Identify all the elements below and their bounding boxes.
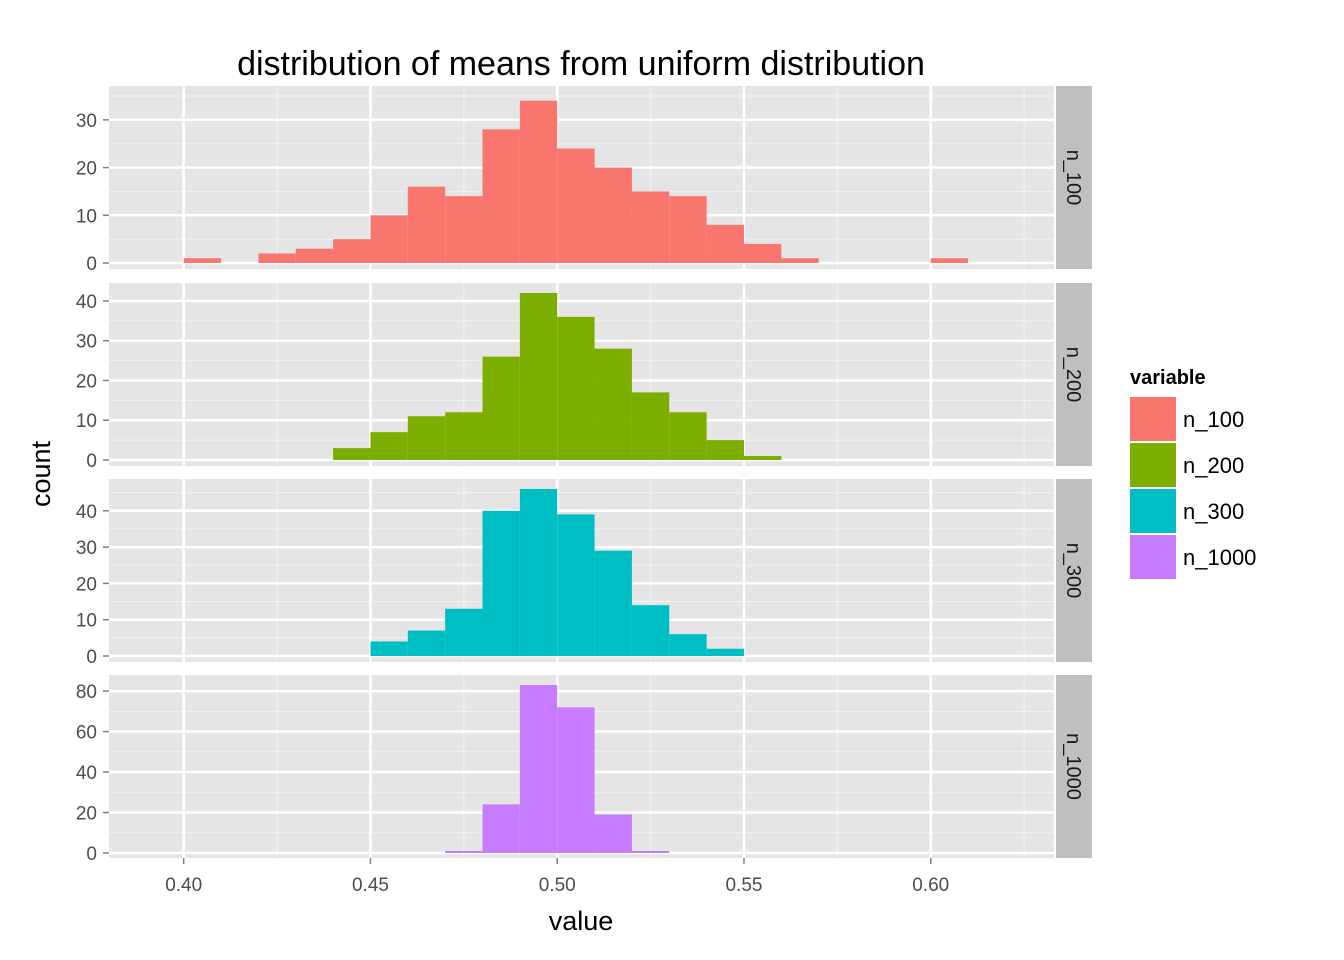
x-axis-title: value (549, 906, 614, 936)
facet-strip-label: n_300 (1062, 543, 1084, 599)
histogram-bar (706, 648, 744, 656)
panel-n_100: 0 10 20 30 n_100 (76, 86, 1092, 275)
legend-key-n_1000 (1130, 535, 1176, 579)
y-tick-label: 0 (86, 254, 97, 275)
histogram-bar (706, 224, 744, 263)
y-tick-label: 20 (76, 804, 97, 825)
y-tick-label: 40 (76, 292, 97, 313)
histogram-bar (258, 253, 296, 263)
histogram-bar (482, 510, 520, 656)
histogram-bar (594, 348, 632, 460)
histogram-bar (706, 440, 744, 460)
histogram-bar (557, 707, 595, 853)
y-tick-label: 60 (76, 723, 97, 744)
histogram-bar (407, 186, 446, 263)
y-tick-label: 30 (76, 538, 97, 559)
histogram-bar (781, 258, 819, 263)
histogram-bar (519, 100, 558, 264)
histogram-bar (594, 550, 632, 656)
histogram-bar (482, 356, 520, 460)
facet-strip (1056, 479, 1092, 662)
y-tick-label: 10 (76, 206, 97, 227)
histogram-bar (631, 605, 670, 656)
histogram-bar (594, 167, 632, 263)
facet-strip-label: n_200 (1062, 347, 1084, 403)
facet-strip-label: n_100 (1062, 150, 1084, 206)
histogram-bar (557, 316, 595, 460)
histogram-bar (519, 685, 558, 853)
histogram-bar (407, 630, 446, 656)
histogram-bar (557, 148, 595, 263)
histogram-bar (445, 196, 483, 263)
facet-strip-label: n_1000 (1062, 733, 1084, 800)
histogram-bar (295, 248, 334, 263)
y-tick-label: 20 (76, 574, 97, 595)
legend-title: variable (1130, 367, 1206, 389)
y-tick-label: 40 (76, 502, 97, 523)
histogram-bar (557, 514, 595, 656)
histogram-bar (631, 191, 670, 263)
legend-key-n_100 (1130, 397, 1176, 441)
y-tick-label: 30 (76, 332, 97, 353)
y-tick-label: 20 (76, 371, 97, 392)
histogram-bar (519, 489, 558, 656)
y-tick-label: 10 (76, 411, 97, 432)
legend: variable n_100 n_200 n_300 n_1000 (1130, 367, 1256, 579)
y-tick-label: 10 (76, 611, 97, 632)
histogram-bar (669, 634, 707, 656)
histogram-bar (631, 392, 670, 460)
histogram-bar (519, 293, 558, 460)
legend-label: n_300 (1183, 499, 1244, 524)
x-tick-label: 0.55 (725, 875, 762, 896)
y-tick-label: 0 (86, 451, 97, 472)
y-axis-title: count (26, 440, 56, 507)
x-tick-label: 0.40 (165, 875, 202, 896)
x-axis: 0.40 0.45 0.50 0.55 0.60 (165, 858, 949, 896)
histogram-bar (930, 258, 969, 263)
histogram-bar (370, 432, 408, 460)
histogram-bar (631, 850, 670, 853)
histogram-bar (183, 258, 222, 263)
y-tick-label: 80 (76, 682, 97, 703)
facet-panels: 0102030n_100010203040n_200010203040n_300… (76, 86, 1092, 865)
histogram-bar (445, 608, 483, 656)
panel-n_300: 0 10 20 30 40 n_300 (76, 479, 1092, 668)
histogram-bar (482, 804, 520, 853)
y-tick-label: 40 (76, 763, 97, 784)
y-tick-label: 20 (76, 159, 97, 180)
x-tick-label: 0.60 (912, 875, 949, 896)
chart-title: distribution of means from uniform distr… (237, 45, 925, 83)
histogram-bar (743, 456, 782, 460)
histogram-bar (445, 850, 483, 853)
panel-n_1000: 0 20 40 60 80 n_1000 (76, 675, 1092, 865)
panel-n_200: 0 10 20 30 40 n_200 (76, 283, 1092, 472)
histogram-bar (482, 129, 520, 263)
y-tick-label: 30 (76, 111, 97, 132)
histogram-bar (370, 641, 408, 656)
histogram-bar (333, 239, 371, 263)
histogram-bar (445, 412, 483, 460)
legend-label: n_1000 (1183, 545, 1256, 570)
legend-key-n_300 (1130, 489, 1176, 533)
facet-strip (1056, 675, 1092, 858)
legend-label: n_100 (1183, 407, 1244, 432)
histogram-bar (669, 196, 707, 263)
facet-strip (1056, 283, 1092, 466)
histogram-bar (594, 814, 632, 853)
histogram-bar (407, 416, 446, 460)
y-tick-label: 0 (86, 844, 97, 865)
legend-label: n_200 (1183, 453, 1244, 478)
x-tick-label: 0.50 (539, 875, 576, 896)
facet-strip (1056, 86, 1092, 269)
x-tick-label: 0.45 (352, 875, 389, 896)
y-tick-label: 0 (86, 647, 97, 668)
histogram-bar (669, 412, 707, 460)
legend-key-n_200 (1130, 443, 1176, 487)
histogram-bar (370, 215, 408, 263)
histogram-bar (743, 243, 782, 263)
histogram-bar (333, 448, 371, 460)
